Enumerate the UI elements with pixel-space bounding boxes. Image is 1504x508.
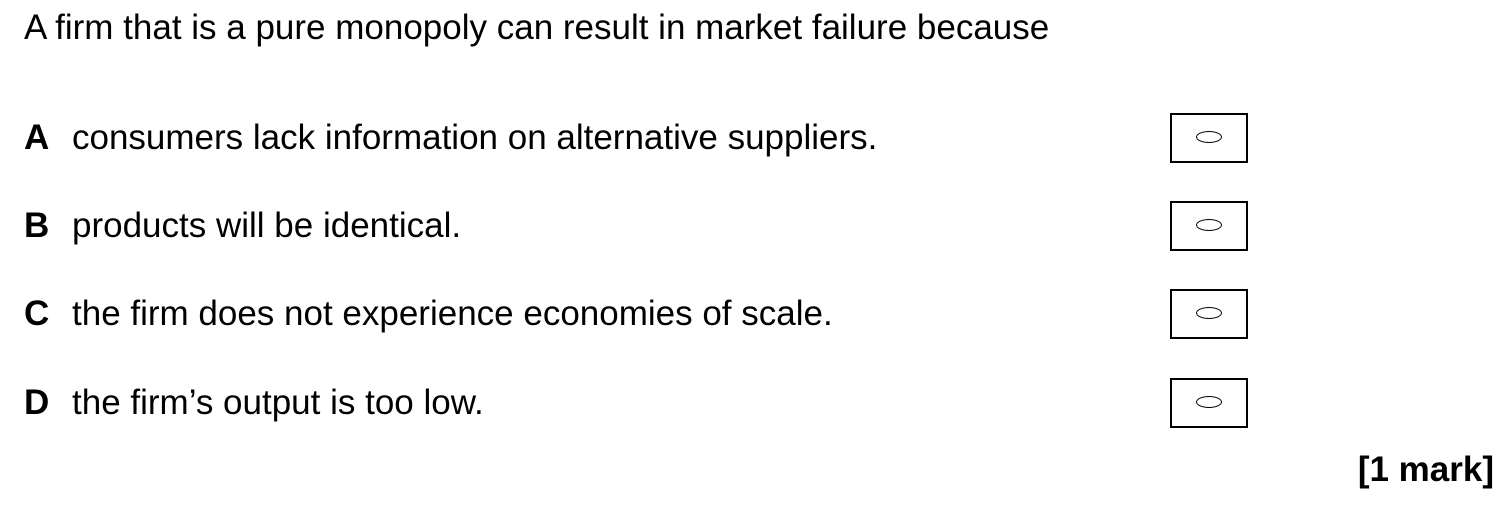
question-text: A firm that is a pure monopoly can resul… — [24, 8, 1050, 47]
option-b-text: products will be identical. — [72, 206, 462, 245]
option-c-text: the firm does not experience economies o… — [72, 294, 833, 333]
answer-box-a[interactable] — [1170, 113, 1248, 163]
option-c-letter: C — [24, 294, 50, 333]
oval-icon[interactable] — [1196, 219, 1222, 231]
answer-box-c[interactable] — [1170, 289, 1248, 339]
option-a-text: consumers lack information on alternativ… — [72, 118, 878, 157]
mark-allocation: [1 mark] — [1357, 450, 1494, 489]
oval-icon[interactable] — [1196, 307, 1222, 319]
option-b-letter: B — [24, 206, 50, 245]
oval-icon[interactable] — [1196, 131, 1222, 143]
answer-box-d[interactable] — [1170, 378, 1248, 428]
option-d-text: the firm’s output is too low. — [72, 383, 484, 422]
option-d-letter: D — [24, 383, 50, 422]
oval-icon[interactable] — [1196, 396, 1222, 408]
option-a-letter: A — [24, 118, 50, 157]
answer-box-b[interactable] — [1170, 201, 1248, 251]
